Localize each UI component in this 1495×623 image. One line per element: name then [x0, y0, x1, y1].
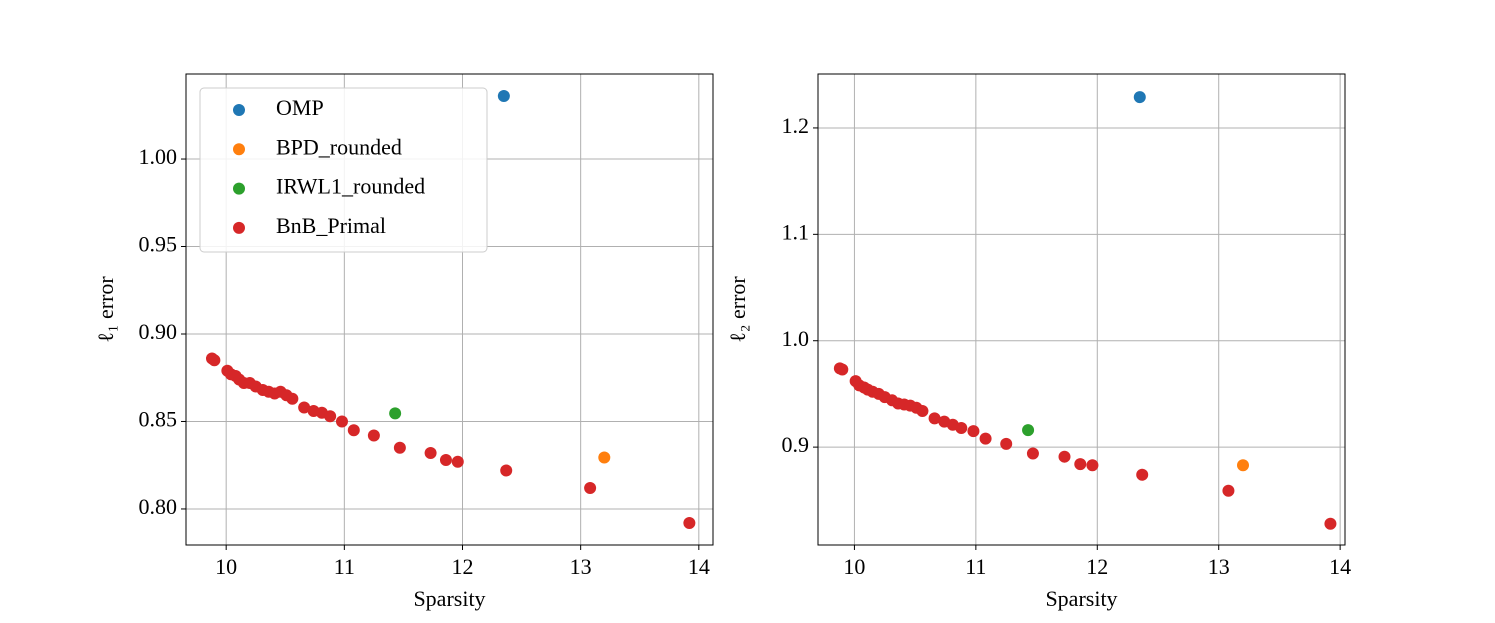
x-tick-label: 13	[1208, 554, 1230, 579]
point	[497, 90, 510, 103]
x-tick-label: 10	[215, 554, 237, 579]
point	[367, 429, 380, 442]
y-tick-label: 1.2	[782, 113, 810, 138]
point	[1133, 91, 1146, 104]
point	[979, 432, 992, 445]
legend-label: BnB_Primal	[276, 213, 386, 238]
point	[1136, 468, 1149, 481]
legend-label: OMP	[276, 95, 324, 120]
point	[451, 455, 464, 468]
point	[324, 410, 337, 423]
point	[1022, 424, 1035, 437]
legend-label: BPD_rounded	[276, 134, 402, 159]
legend-box	[199, 87, 488, 253]
x-axis-label: Sparsity	[1045, 586, 1117, 611]
y-tick-label: 0.9	[782, 432, 810, 457]
point	[1026, 447, 1039, 460]
point	[1000, 437, 1013, 450]
y-tick-label: 0.90	[139, 319, 178, 344]
point	[967, 425, 980, 438]
point	[683, 516, 696, 529]
point	[424, 446, 437, 459]
point	[439, 453, 452, 466]
point	[286, 392, 299, 405]
legend-marker	[233, 143, 245, 156]
y-tick-label: 1.1	[782, 219, 810, 244]
x-tick-label: 12	[451, 554, 473, 579]
point	[298, 401, 311, 414]
legend-marker	[233, 182, 245, 195]
point	[1074, 458, 1087, 471]
point	[928, 412, 941, 425]
point	[1086, 459, 1099, 472]
point	[955, 421, 968, 434]
point	[393, 441, 406, 454]
y-tick-label: 1.0	[782, 326, 810, 351]
point	[208, 354, 221, 367]
y-axis-label: ℓ₁ error	[93, 276, 118, 343]
y-tick-label: 0.95	[139, 232, 178, 257]
point	[916, 404, 929, 417]
point	[1237, 459, 1249, 472]
plot-frame	[185, 73, 714, 546]
y-tick-label: 0.85	[139, 407, 178, 432]
legend-marker	[233, 104, 245, 116]
point	[1222, 484, 1235, 497]
x-tick-label: 12	[1086, 554, 1108, 579]
legend-label: IRWL1_rounded	[276, 174, 425, 199]
point	[1058, 450, 1071, 463]
point	[335, 415, 348, 428]
x-axis-label: Sparsity	[413, 586, 485, 611]
point	[389, 407, 402, 420]
point	[584, 481, 597, 494]
x-tick-label: 14	[1329, 554, 1351, 579]
point	[598, 451, 611, 464]
x-tick-label: 10	[843, 554, 865, 579]
point	[1324, 517, 1337, 530]
x-tick-label: 13	[570, 554, 592, 579]
x-tick-label: 11	[334, 554, 355, 579]
x-tick-label: 11	[965, 554, 986, 579]
point	[836, 363, 849, 376]
legend-marker	[233, 221, 245, 234]
x-tick-label: 14	[688, 554, 710, 579]
point	[500, 464, 513, 477]
y-tick-label: 1.00	[139, 144, 178, 169]
y-axis-label: ℓ₂ error	[725, 276, 750, 343]
y-tick-label: 0.80	[139, 494, 178, 519]
plot-frame	[817, 73, 1346, 546]
point	[347, 424, 360, 437]
